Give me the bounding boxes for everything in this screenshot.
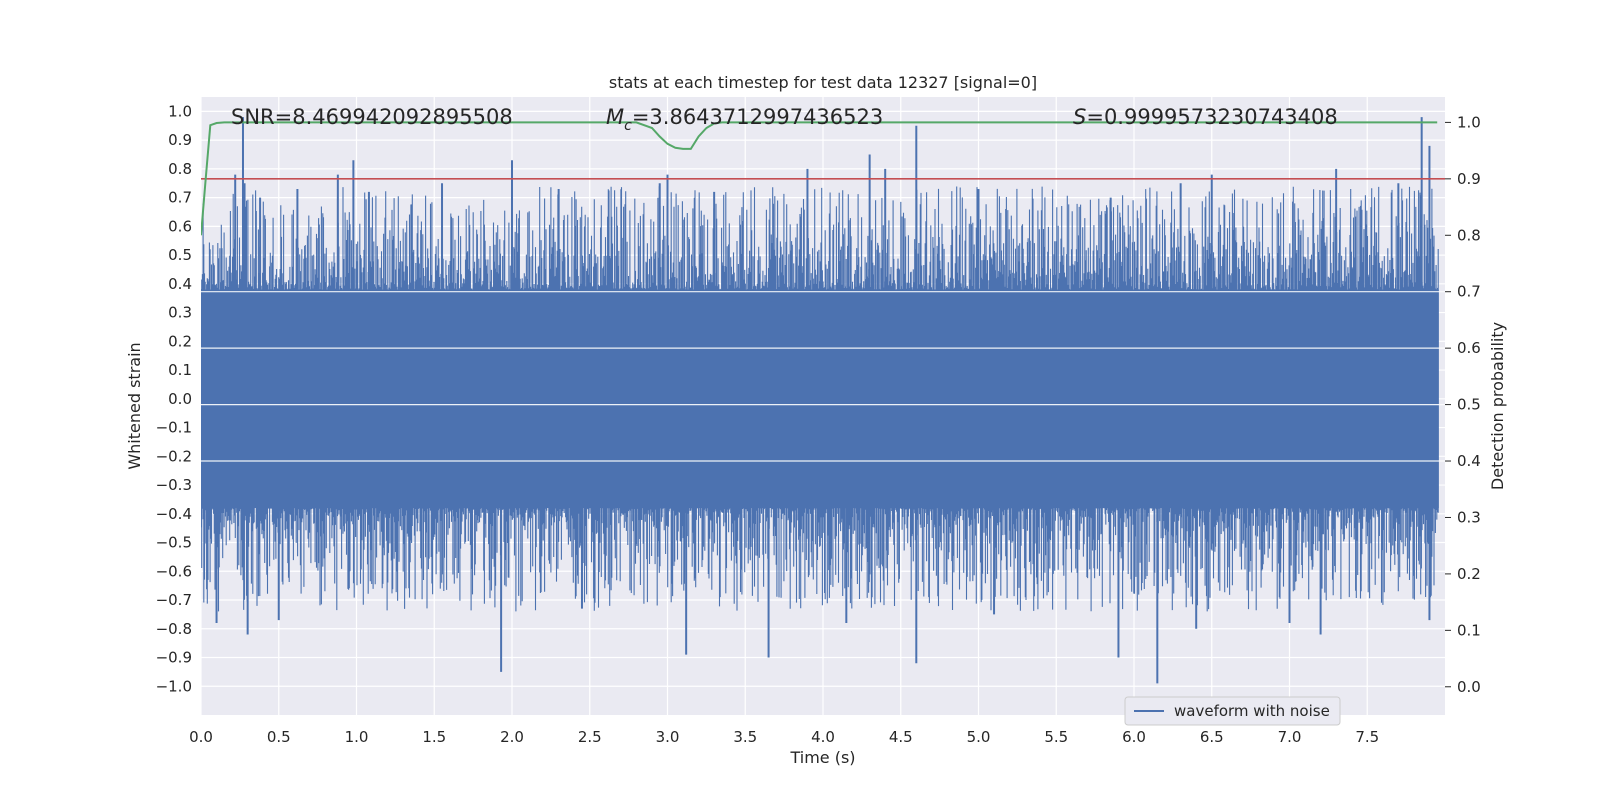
y-tick-label: 0.2 — [168, 332, 192, 350]
mc-value: =3.8643712997436523 — [632, 105, 883, 129]
y-tick-label: −0.6 — [156, 562, 192, 580]
y2-tick-label: 0.1 — [1457, 621, 1481, 639]
x-tick-label: 0.5 — [267, 728, 291, 746]
x-tick-label: 5.0 — [967, 728, 991, 746]
y-tick-label: −0.1 — [156, 419, 192, 437]
x-tick-label: 1.5 — [422, 728, 446, 746]
x-tick-label: 1.0 — [345, 728, 369, 746]
legend: waveform with noise — [1124, 696, 1341, 726]
mc-annotation: Mc=3.8643712997436523 — [606, 105, 883, 134]
right-axis-grid — [201, 291, 1445, 462]
legend-box — [1124, 696, 1341, 726]
x-tick-label: 2.5 — [578, 728, 602, 746]
y-tick-label: −0.9 — [156, 649, 192, 667]
y2-tick-label: 0.0 — [1457, 678, 1481, 696]
y-tick-label: 0.4 — [168, 275, 192, 293]
y-tick-label: 0.6 — [168, 217, 192, 235]
mc-symbol: M — [606, 105, 624, 129]
y2-tick-label: 0.9 — [1457, 170, 1481, 188]
y-tick-label: 0.9 — [168, 131, 192, 149]
y-tick-label: −0.8 — [156, 620, 192, 638]
y-tick-label: 0.1 — [168, 361, 192, 379]
x-axis-ticks: 0.0 0.5 1.0 1.5 2.0 2.5 3.0 3.5 4.0 4.5 5.0 5.5 6.0 6… — [189, 728, 1379, 746]
y-tick-label: 0.7 — [168, 189, 192, 207]
x-tick-label: 3.0 — [656, 728, 680, 746]
y2-tick-label: 0.8 — [1457, 226, 1481, 244]
y-tick-label: −0.2 — [156, 447, 192, 465]
x-tick-label: 0.0 — [189, 728, 213, 746]
x-axis-label: Time (s) — [789, 748, 855, 767]
y2-tick-label: 0.2 — [1457, 565, 1481, 583]
chart-title: stats at each timestep for test data 123… — [609, 73, 1037, 92]
s-value: =0.9999573230743408 — [1086, 105, 1337, 129]
overlay-series — [201, 121, 1445, 236]
x-tick-label: 5.5 — [1044, 728, 1068, 746]
probability-line — [201, 121, 1438, 236]
x-tick-label: 3.5 — [733, 728, 757, 746]
y-tick-label: 0.5 — [168, 246, 192, 264]
s-symbol: S — [1073, 105, 1086, 129]
s-annotation: S=0.9999573230743408 — [1073, 105, 1338, 129]
y2-axis-ticks: 1.0 0.9 0.8 0.7 0.6 0.5 0.4 0.3 0.2 0.1 0.0 — [1445, 113, 1481, 696]
y2-tick-label: 0.7 — [1457, 283, 1481, 301]
y-tick-label: 1.0 — [168, 102, 192, 120]
x-tick-label: 6.0 — [1122, 728, 1146, 746]
y-tick-label: −0.5 — [156, 534, 192, 552]
x-tick-label: 4.5 — [889, 728, 913, 746]
snr-annotation: SNR=8.469942092895508 — [231, 105, 513, 129]
x-tick-label: 7.5 — [1355, 728, 1379, 746]
mc-subscript: c — [624, 118, 632, 134]
y2-tick-label: 0.3 — [1457, 508, 1481, 526]
y2-tick-label: 0.4 — [1457, 452, 1481, 470]
y-axis-ticks: 1.0 0.9 0.8 0.7 0.6 0.5 0.4 0.3 0.2 0.1 0.0 −0.1 −0.… — [156, 102, 192, 695]
y2-tick-label: 0.5 — [1457, 396, 1481, 414]
y-tick-label: −0.7 — [156, 591, 192, 609]
y-tick-label: 0.8 — [168, 160, 192, 178]
y-tick-label: −0.3 — [156, 476, 192, 494]
x-tick-label: 6.5 — [1200, 728, 1224, 746]
y-tick-label: 0.3 — [168, 304, 192, 322]
legend-label: waveform with noise — [1174, 702, 1330, 720]
y2-axis-label: Detection probability — [1488, 322, 1507, 490]
y2-tick-label: 0.6 — [1457, 339, 1481, 357]
y-axis-label: Whitened strain — [125, 342, 144, 469]
y2-tick-label: 1.0 — [1457, 113, 1481, 131]
waveform-series — [201, 117, 1439, 684]
x-tick-label: 2.0 — [500, 728, 524, 746]
y-tick-label: −0.4 — [156, 505, 192, 523]
x-tick-label: 4.0 — [811, 728, 835, 746]
y-tick-label: 0.0 — [168, 390, 192, 408]
x-tick-label: 7.0 — [1278, 728, 1302, 746]
y-tick-label: −1.0 — [156, 677, 192, 695]
